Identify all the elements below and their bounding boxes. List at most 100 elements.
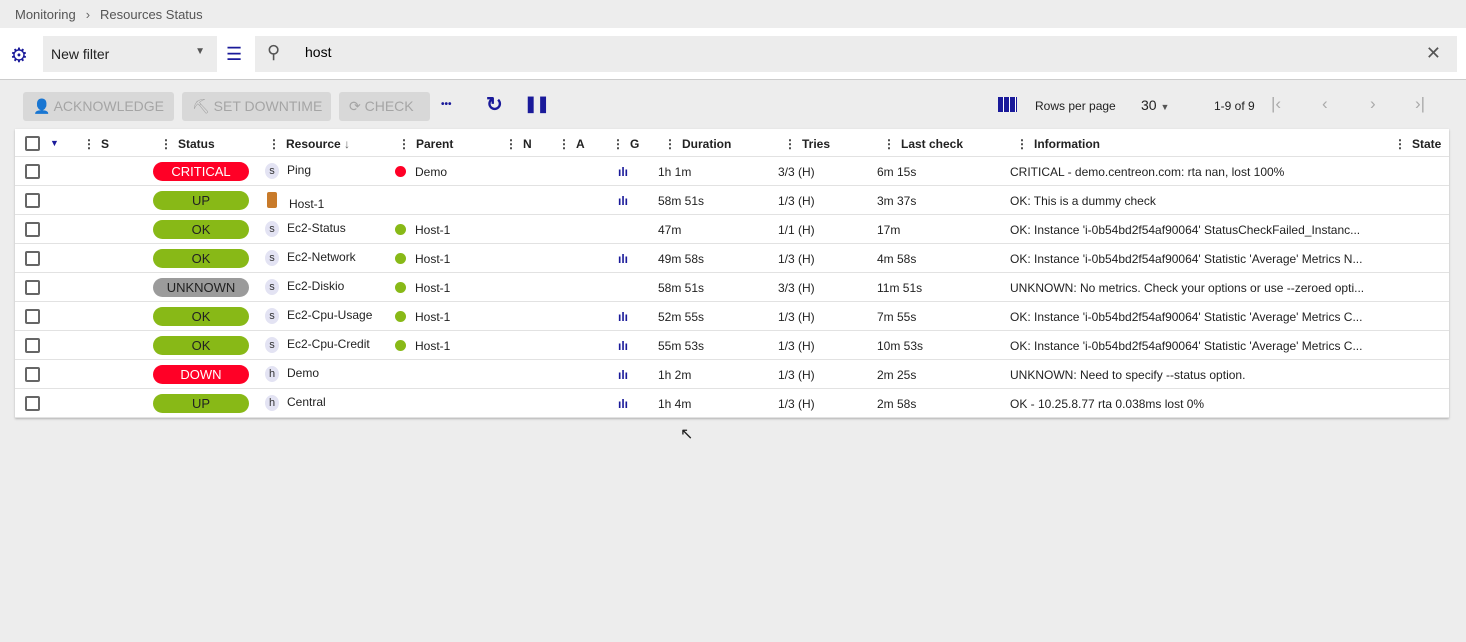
tune-icon[interactable]: ☰ [226,44,243,64]
last-check-cell: 6m 15s [877,165,917,179]
caret-down-icon[interactable]: ▼ [50,138,59,148]
parent-cell[interactable]: Host-1 [395,252,450,266]
refresh-icon[interactable]: ↻ [486,94,503,116]
row-checkbox[interactable] [25,280,40,295]
last-check-cell: 2m 58s [877,397,917,411]
select-all-checkbox[interactable] [25,136,40,151]
table-row[interactable]: OK s Ec2-Cpu-Usage Host-1 ılı 52m 55s 1/3 … [15,302,1449,331]
more-actions-button[interactable]: ••• [441,99,452,110]
resource-cell[interactable]: s Ping [265,163,311,179]
status-badge: UNKNOWN [153,278,249,297]
table-row[interactable]: OK s Ec2-Status Host-1 47m 1/1 (H) 17m OK… [15,215,1449,244]
gear-icon[interactable]: ⚙ [10,45,28,67]
col-status[interactable]: ⋮ Status [160,137,215,151]
information-cell: OK: This is a dummy check [1010,194,1156,208]
last-check-cell: 17m [877,223,901,237]
resource-name: Host-1 [289,197,325,211]
columns-icon[interactable] [998,97,1017,112]
rows-per-page-select[interactable]: 30 ▼ [1141,97,1169,113]
graph-icon[interactable]: ılı [618,252,629,266]
tries-cell: 1/3 (H) [778,252,815,266]
graph-icon[interactable]: ılı [618,310,629,324]
parent-cell[interactable]: Host-1 [395,310,450,324]
host-type-icon: h [265,366,279,382]
parent-cell[interactable]: Host-1 [395,281,450,295]
first-page-icon[interactable]: |‹ [1271,94,1282,113]
graph-icon[interactable]: ılı [618,339,629,353]
resource-cell[interactable]: Host-1 [265,192,324,211]
resource-name: Ec2-Diskio [287,279,345,293]
col-duration[interactable]: ⋮ Duration [664,137,732,151]
search-box: ⚲ ✕ [255,36,1457,72]
table-row[interactable]: UP Host-1 ılı 58m 51s 1/3 (H) 3m 37s OK:… [15,186,1449,215]
status-badge: OK [153,307,249,326]
last-check-cell: 11m 51s [877,281,923,295]
table-row[interactable]: UNKNOWN s Ec2-Diskio Host-1 58m 51s 3/3 (… [15,273,1449,302]
duration-cell: 52m 55s [658,310,705,324]
resource-cell[interactable]: s Ec2-Network [265,250,356,266]
col-last-check[interactable]: ⋮ Last check [883,137,964,151]
last-page-icon[interactable]: ›| [1415,94,1426,113]
graph-icon[interactable]: ılı [618,165,629,179]
parent-cell[interactable]: Host-1 [395,339,450,353]
col-information[interactable]: ⋮ Information [1016,137,1100,151]
table-header: ▼ ⋮ S ⋮ Status ⋮ Resource ↓ ⋮ Parent ⋮ N ⋮ A ⋮… [15,129,1449,157]
status-badge: UP [153,394,249,413]
col-s[interactable]: ⋮ S [83,137,110,151]
close-icon[interactable]: ✕ [1425,43,1441,63]
information-cell: OK: Instance 'i-0b54bd2f54af90064' Stati… [1010,339,1363,353]
col-a[interactable]: ⋮ A [558,137,585,151]
row-checkbox[interactable] [25,396,40,411]
parent-cell[interactable]: Demo [395,165,447,179]
duration-cell: 1h 2m [658,368,692,382]
service-type-icon: s [265,163,279,179]
col-g[interactable]: ⋮ G [612,137,640,151]
table-row[interactable]: OK s Ec2-Cpu-Credit Host-1 ılı 55m 53s 1/3… [15,331,1449,360]
duration-cell: 1h 1m [658,165,692,179]
status-badge: OK [153,336,249,355]
table-row[interactable]: UP h Central ılı 1h 4m 1/3 (H) 2m 58s OK … [15,389,1449,418]
prev-page-icon[interactable]: ‹ [1322,94,1328,113]
set-downtime-button[interactable]: ⛏ SET DOWNTIME [182,92,331,121]
graph-icon[interactable]: ılı [618,194,629,208]
row-checkbox[interactable] [25,309,40,324]
row-checkbox[interactable] [25,338,40,353]
filter-select[interactable]: New filter ▼ [43,36,217,72]
row-checkbox[interactable] [25,367,40,382]
table-row[interactable]: DOWN h Demo ılı 1h 2m 1/3 (H) 2m 25s UNKN… [15,360,1449,389]
pause-icon[interactable]: ❚❚ [524,96,550,113]
col-tries[interactable]: ⋮ Tries [784,137,831,151]
tries-cell: 1/3 (H) [778,310,815,324]
check-button[interactable]: ⟳ CHECK [339,92,430,121]
search-input[interactable] [305,44,1305,60]
acknowledge-button[interactable]: 👤 ACKNOWLEDGE [23,92,174,121]
tries-cell: 1/3 (H) [778,368,815,382]
graph-icon[interactable]: ılı [618,397,629,411]
table-row[interactable]: CRITICAL s Ping Demo ılı 1h 1m 3/3 (H) 6m … [15,157,1449,186]
resource-cell[interactable]: s Ec2-Cpu-Usage [265,308,372,324]
next-page-icon[interactable]: › [1370,94,1376,113]
col-n[interactable]: ⋮ N [505,137,532,151]
duration-cell: 58m 51s [658,194,705,208]
resource-cell[interactable]: h Demo [265,366,319,382]
parent-cell[interactable]: Host-1 [395,223,450,237]
row-checkbox[interactable] [25,251,40,266]
breadcrumb-monitoring[interactable]: Monitoring [15,7,76,22]
service-type-icon: s [265,308,279,324]
row-checkbox[interactable] [25,193,40,208]
row-checkbox[interactable] [25,222,40,237]
duration-cell: 55m 53s [658,339,705,353]
resource-cell[interactable]: s Ec2-Status [265,221,346,237]
col-state[interactable]: ⋮ State [1394,137,1442,151]
graph-icon[interactable]: ılı [618,368,629,382]
resource-cell[interactable]: s Ec2-Cpu-Credit [265,337,370,353]
information-cell: OK: Instance 'i-0b54bd2f54af90064' Statu… [1010,223,1361,237]
resource-name: Ec2-Network [287,250,356,264]
resource-cell[interactable]: s Ec2-Diskio [265,279,344,295]
table-row[interactable]: OK s Ec2-Network Host-1 ılı 49m 58s 1/3 (H… [15,244,1449,273]
row-checkbox[interactable] [25,164,40,179]
col-resource[interactable]: ⋮ Resource ↓ [268,137,351,151]
resource-cell[interactable]: h Central [265,395,326,411]
breadcrumb: Monitoring › Resources Status [15,7,203,22]
col-parent[interactable]: ⋮ Parent [398,137,454,151]
